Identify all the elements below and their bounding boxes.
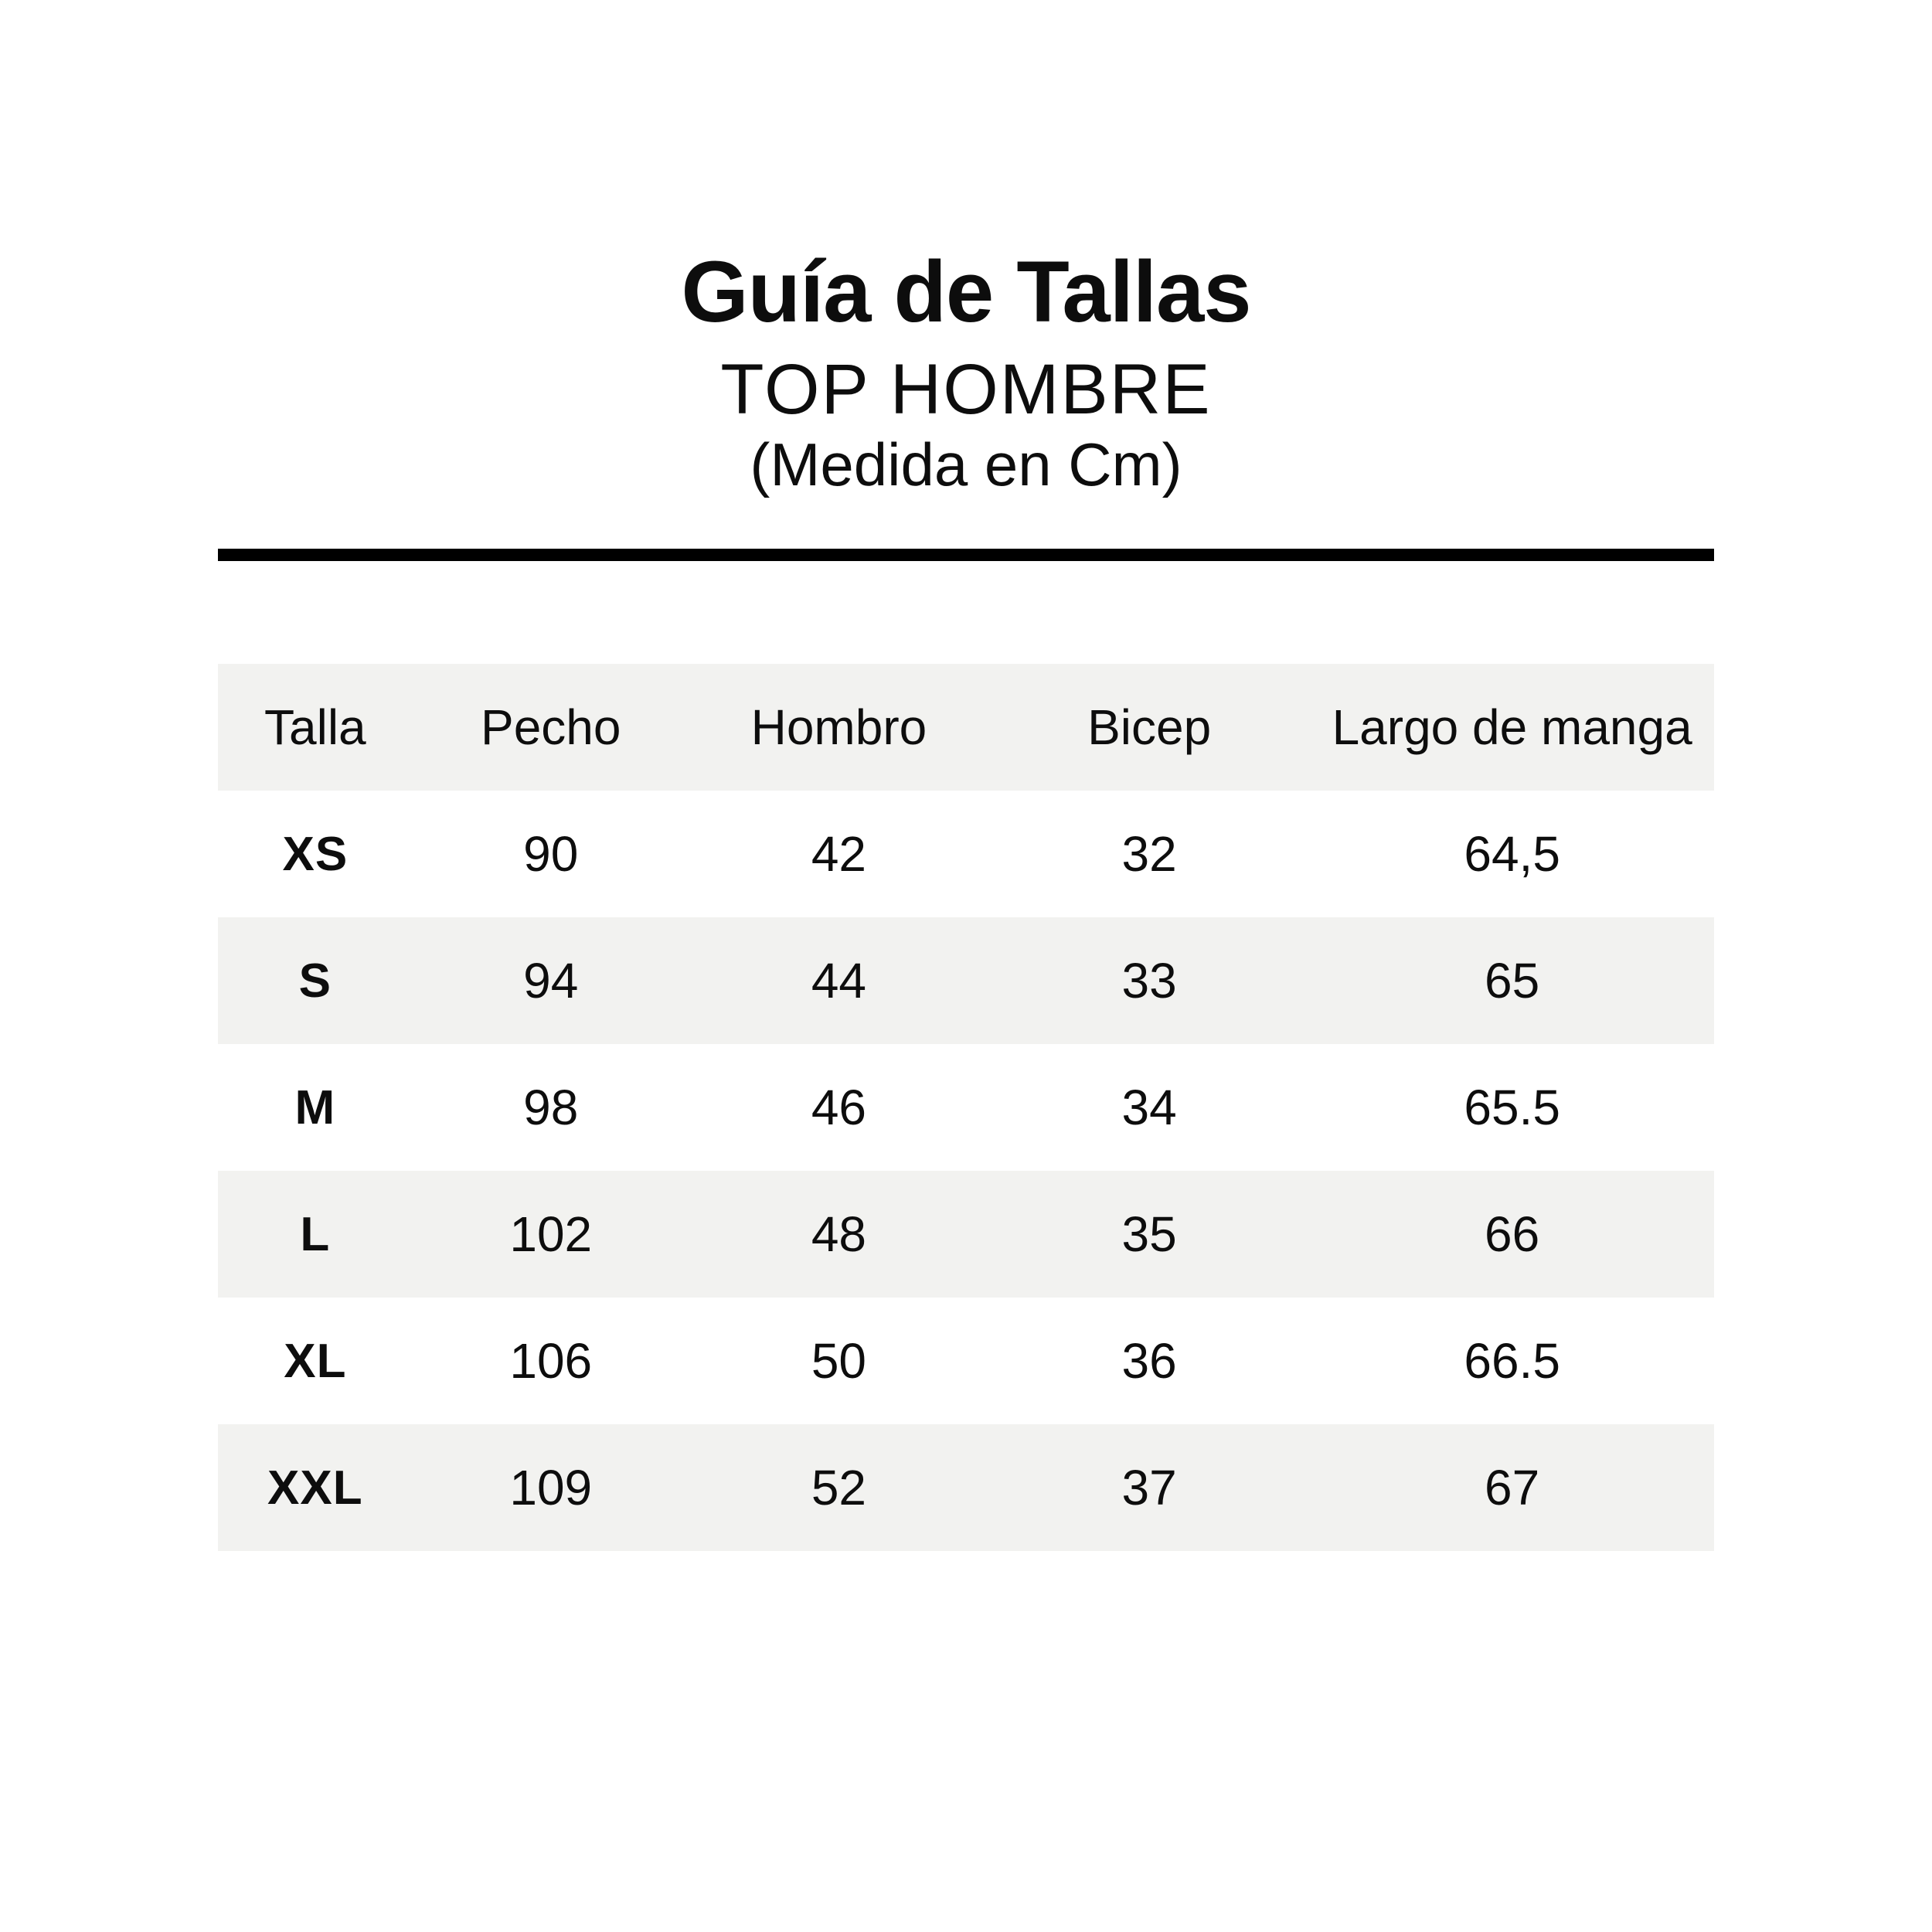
column-header-pecho: Pecho	[481, 699, 621, 755]
cell-bicep: 35	[1121, 1206, 1177, 1262]
column-header-largo-de-manga: Largo de manga	[1332, 699, 1692, 755]
column-header-hombro: Hombro	[750, 699, 927, 755]
table-row-xl: XL 106 50 36 66.5	[218, 1298, 1714, 1424]
header-row: Talla Pecho Hombro Bicep Largo de manga	[218, 664, 1714, 791]
units-note: (Medida en Cm)	[750, 430, 1182, 498]
title-block: Guía de Tallas TOP HOMBRE (Medida en Cm)	[0, 249, 1932, 495]
cell-bicep: 33	[1121, 953, 1177, 1009]
cell-largo-de-manga: 67	[1485, 1460, 1540, 1515]
cell-largo-de-manga: 65.5	[1464, 1080, 1560, 1135]
page-title: Guía de Tallas	[681, 243, 1251, 340]
cell-largo-de-manga: 66.5	[1464, 1333, 1560, 1389]
cell-largo-de-manga: 66	[1485, 1206, 1540, 1262]
cell-largo-de-manga: 65	[1485, 953, 1540, 1009]
cell-pecho: 106	[509, 1333, 593, 1389]
page-subtitle: TOP HOMBRE	[720, 350, 1212, 429]
cell-bicep: 32	[1121, 826, 1177, 882]
column-header-talla: Talla	[264, 699, 366, 755]
table-row-l: L 102 48 35 66	[218, 1171, 1714, 1298]
column-header-bicep: Bicep	[1087, 699, 1212, 755]
cell-hombro: 50	[811, 1333, 867, 1389]
cell-bicep: 34	[1121, 1080, 1177, 1135]
size-label: XXL	[267, 1461, 363, 1515]
cell-pecho: 90	[523, 826, 579, 882]
table-row-s: S 94 44 33 65	[218, 917, 1714, 1044]
size-label: M	[294, 1080, 336, 1134]
table-row-xs: XS 90 42 32 64,5	[218, 791, 1714, 917]
cell-hombro: 48	[811, 1206, 867, 1262]
cell-hombro: 46	[811, 1080, 867, 1135]
cell-pecho: 109	[509, 1460, 593, 1515]
size-label: XS	[282, 827, 349, 881]
cell-largo-de-manga: 64,5	[1464, 826, 1560, 882]
cell-bicep: 37	[1121, 1460, 1177, 1515]
cell-hombro: 52	[811, 1460, 867, 1515]
size-label: XL	[284, 1334, 347, 1388]
cell-bicep: 36	[1121, 1333, 1177, 1389]
cell-pecho: 98	[523, 1080, 579, 1135]
cell-pecho: 102	[509, 1206, 593, 1262]
size-label: S	[298, 954, 332, 1008]
size-label: L	[300, 1207, 331, 1261]
divider-line	[218, 549, 1714, 561]
table-row-m: M 98 46 34 65.5	[218, 1044, 1714, 1171]
cell-pecho: 94	[523, 953, 579, 1009]
table-row-xxl: XXL 109 52 37 67	[218, 1424, 1714, 1551]
cell-hombro: 42	[811, 826, 867, 882]
size-table: Talla Pecho Hombro Bicep Largo de manga …	[218, 664, 1714, 1551]
cell-hombro: 44	[811, 953, 867, 1009]
